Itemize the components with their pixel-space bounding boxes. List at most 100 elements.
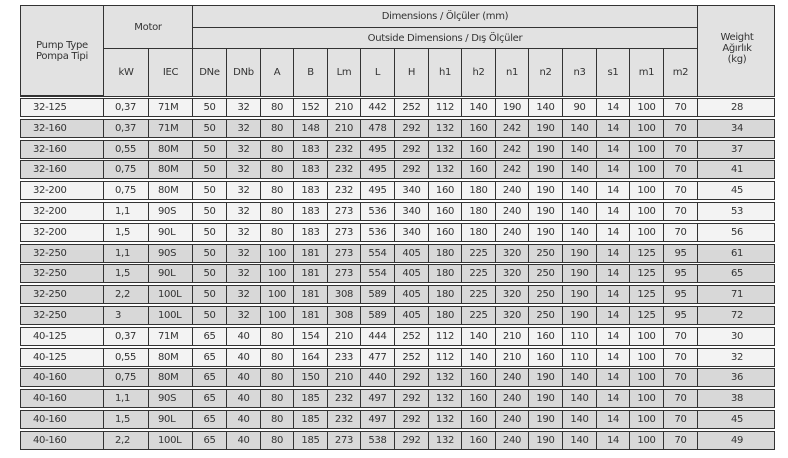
table-cell: 190 [529,202,563,220]
table-cell: 140 [462,99,496,116]
table-cell: 40 [227,348,261,366]
table-cell: 140 [563,202,597,220]
table-cell: 292 [395,431,429,449]
dimensions-header: Dimensions / Ölçüler (mm) [193,6,698,28]
outside-dimensions-header: Outside Dimensions / Dış Ölçüler [193,28,698,49]
table-cell: 50 [193,306,227,324]
weight-unit: (kg) [727,54,747,65]
table-cell: 273 [328,223,361,241]
table-cell: 14 [597,161,630,179]
table-cell: 292 [395,390,429,408]
table-cell: 100 [630,390,664,408]
table-cell: 232 [328,161,361,179]
table-cell: 320 [496,286,529,304]
table-cell: 232 [328,390,361,408]
table-cell: 100 [630,348,664,366]
table-cell: 70 [664,182,698,200]
pump-type-label-tr: Pompa Tipi [36,50,88,62]
table-cell: 160 [462,119,496,137]
table-cell: 40 [227,410,261,428]
table-cell: 497 [361,390,395,408]
table-cell: 110 [563,327,597,345]
table-cell: 180 [462,202,496,220]
table-cell: 132 [429,119,462,137]
table-row: 40-125 0,55 80M 65 40 80 164 233 477 252 112 140 210… [20,347,775,367]
table-cell: 80 [261,390,294,408]
table-cell: 140 [563,390,597,408]
table-row: 32-160 0,37 71M 50 32 80 148 210 478 292 132 160 242… [20,118,775,138]
table-cell: 292 [395,119,429,137]
table-cell: 14 [597,306,630,324]
table-cell: 125 [630,265,664,283]
table-cell: 164 [294,348,328,366]
table-cell: 3 [104,306,149,324]
table-cell: 90 [563,99,597,116]
column-header: kW [104,49,149,96]
table-cell: 292 [395,410,429,428]
table-cell: 210 [328,119,361,137]
table-cell: 32 [227,306,261,324]
column-header: m2 [664,49,698,96]
table-cell: 95 [664,286,698,304]
table-cell: 160 [529,327,563,345]
table-cell: 14 [597,119,630,137]
table-cell: 273 [328,244,361,262]
table-cell: 240 [496,182,529,200]
table-cell: 100L [149,431,193,449]
table-cell: 112 [429,348,462,366]
table-cell: 190 [529,223,563,241]
table-cell: 80M [149,140,193,158]
table-cell: 132 [429,369,462,387]
table-cell: 100 [261,244,294,262]
table-cell: 100 [630,431,664,449]
table-cell: 70 [664,202,698,220]
table-cell: 37 [730,143,744,155]
table-cell: 589 [361,286,395,304]
table-row: 32-250 1,1 90S 50 32 100 181 273 554 405 180 225 320… [20,243,775,263]
table-cell: 112 [429,327,462,345]
table-cell: 233 [328,348,361,366]
table-cell: 80 [261,140,294,158]
table-cell: 40 [227,327,261,345]
table-cell: 242 [496,119,529,137]
table-cell: 250 [529,286,563,304]
column-header: s1 [597,49,630,96]
table-cell: 536 [361,202,395,220]
table-cell: 140 [462,348,496,366]
table-cell: 320 [496,306,529,324]
table-cell: 140 [563,182,597,200]
table-cell: 90L [149,265,193,283]
table-cell: 180 [462,223,496,241]
table-cell: 80 [261,223,294,241]
table-cell: 232 [328,140,361,158]
table-cell: 320 [496,265,529,283]
table-cell: 14 [597,223,630,241]
table-cell: 30 [730,330,744,342]
table-cell: 181 [294,244,328,262]
table-cell: 240 [496,369,529,387]
table-cell: 70 [664,119,698,137]
table-row: 32-250 3 100L 50 32 100 181 308 589 405 180 225 320 2… [20,305,775,325]
table-row: 40-160 1,1 90S 65 40 80 185 232 497 292 132 160 240 1… [20,389,775,409]
column-header: H [395,49,429,96]
table-cell: 180 [429,265,462,283]
table-cell: 340 [395,182,429,200]
table-cell: 340 [395,223,429,241]
table-cell: 32-160 [21,140,104,158]
column-header: Lm [328,49,361,96]
table-cell: 40-125 [21,348,104,366]
table-cell: 50 [193,223,227,241]
table-row: 32-200 0,75 80M 50 32 80 183 232 495 340 160 180 240… [20,181,775,201]
table-cell: 250 [529,244,563,262]
table-cell: 14 [597,140,630,158]
table-cell: 190 [563,265,597,283]
table-cell: 14 [597,99,630,116]
table-cell: 95 [664,265,698,283]
table-cell: 32-250 [21,286,104,304]
table-cell: 50 [193,286,227,304]
table-cell: 405 [395,286,429,304]
table-cell: 181 [294,286,328,304]
table-cell: 185 [294,390,328,408]
table-cell: 210 [328,327,361,345]
table-cell: 250 [529,306,563,324]
